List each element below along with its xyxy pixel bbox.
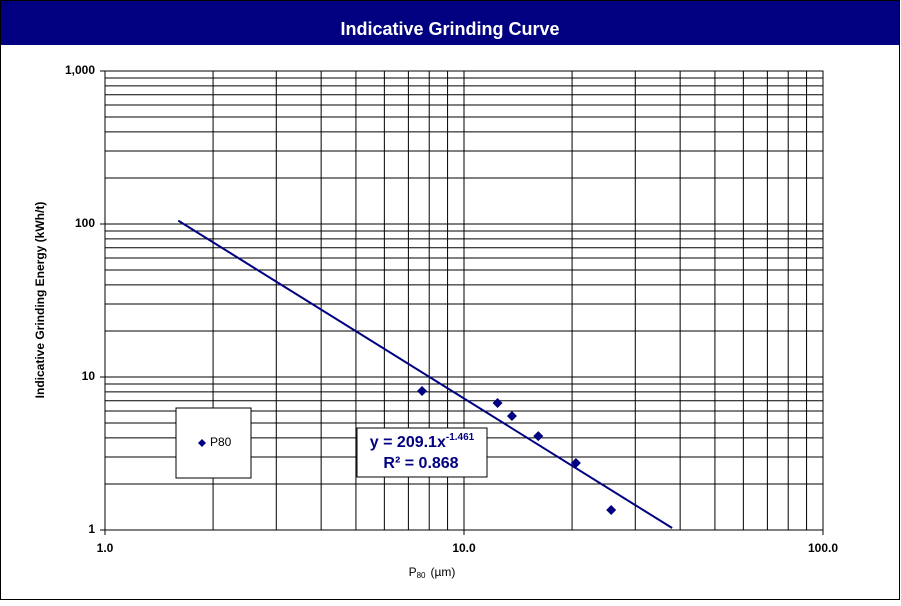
x-tick-label: 1.0	[97, 541, 114, 555]
y-tick-label: 1	[88, 522, 95, 536]
y-axis-label: Indicative Grinding Energy (kWh/t)	[33, 202, 47, 399]
chart-title: Indicative Grinding Curve	[340, 19, 559, 39]
trendline-equation: y = 209.1x-1.461	[370, 432, 475, 452]
equation-box	[356, 427, 488, 478]
x-axis-label: P80 (µm)	[409, 565, 456, 580]
x-label-main: P	[409, 565, 417, 579]
x-tick-label: 100.0	[808, 541, 838, 555]
legend-label: P80	[210, 435, 232, 449]
data-point	[606, 505, 617, 516]
x-label-unit: (µm)	[431, 565, 456, 579]
data-point	[492, 398, 503, 409]
data-point	[533, 431, 544, 442]
data-point	[506, 411, 517, 422]
r-squared: R² = 0.868	[383, 455, 458, 472]
legend-box	[175, 407, 252, 479]
x-tick-label: 10.0	[452, 541, 476, 555]
y-tick-label: 1,000	[65, 63, 95, 77]
equation-exponent: -1.461	[446, 432, 475, 443]
data-point	[570, 458, 581, 469]
data-point	[417, 386, 428, 397]
title-bar	[1, 1, 899, 45]
y-tick-label: 10	[82, 369, 96, 383]
equation-main: y = 209.1x	[370, 434, 446, 451]
x-label-sub: 80	[417, 571, 426, 580]
y-tick-label: 100	[75, 216, 95, 230]
trendline	[177, 219, 673, 529]
legend-marker	[198, 439, 206, 447]
